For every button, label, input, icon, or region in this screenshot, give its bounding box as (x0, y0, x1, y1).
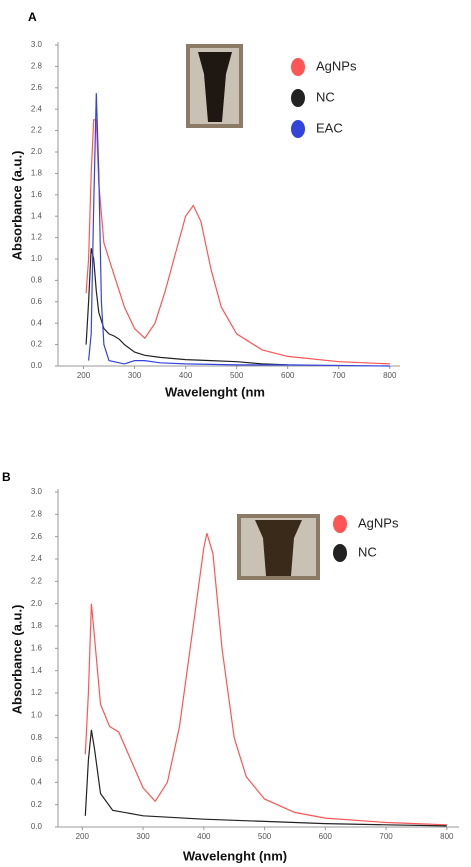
y-tick-label: 2.4 (31, 554, 43, 563)
spectrum-line (85, 248, 288, 366)
y-axis-title: Absorbance (a.u.) (9, 605, 24, 715)
y-tick-label: 2.0 (31, 147, 43, 156)
y-tick-label: 2.4 (31, 104, 43, 113)
legend-marker (291, 89, 305, 107)
x-tick-label: 700 (332, 371, 346, 380)
y-tick-label: 1.0 (31, 254, 43, 263)
spectrum-line (88, 93, 390, 367)
y-tick-label: 2.2 (31, 126, 43, 135)
y-tick-label: 0.2 (31, 800, 43, 809)
x-tick-label: 700 (379, 832, 393, 841)
y-tick-label: 0.8 (31, 276, 43, 285)
y-axis-title: Absorbance (a.u.) (9, 151, 24, 261)
y-tick-label: 2.8 (31, 509, 43, 518)
y-tick-label: 2.8 (31, 62, 43, 71)
spectrum-line (84, 533, 447, 826)
spectrum-line (85, 119, 390, 365)
x-tick-label: 500 (230, 371, 244, 380)
y-tick-label: 0.6 (31, 755, 43, 764)
y-tick-label: 3.0 (31, 40, 43, 49)
legend-label: EAC (316, 120, 343, 135)
y-tick-label: 0.6 (31, 297, 43, 306)
legend-marker (333, 515, 347, 533)
y-tick-label: 3.0 (31, 487, 43, 496)
x-tick-label: 300 (128, 371, 142, 380)
x-tick-label: 200 (77, 371, 91, 380)
x-tick-label: 300 (136, 832, 150, 841)
y-tick-label: 1.4 (31, 666, 43, 675)
y-tick-label: 0.8 (31, 733, 43, 742)
y-tick-label: 2.6 (31, 532, 43, 541)
legend-label: NC (316, 89, 335, 104)
x-tick-label: 200 (76, 832, 90, 841)
x-tick-label: 600 (281, 371, 295, 380)
x-tick-label: 800 (440, 832, 454, 841)
x-axis-title: Wavelenght (nm (165, 384, 265, 399)
legend-label: NC (358, 544, 377, 559)
y-tick-label: 1.0 (31, 710, 43, 719)
panel-label: A (28, 10, 37, 24)
y-tick-label: 1.2 (31, 233, 43, 242)
x-tick-label: 500 (258, 832, 272, 841)
x-tick-label: 800 (383, 371, 397, 380)
y-tick-label: 2.6 (31, 83, 43, 92)
y-tick-label: 1.8 (31, 169, 43, 178)
y-tick-label: 2.0 (31, 599, 43, 608)
y-tick-label: 1.6 (31, 190, 43, 199)
y-tick-label: 1.8 (31, 621, 43, 630)
x-tick-label: 400 (197, 832, 211, 841)
panel-label: B (2, 470, 11, 484)
y-tick-label: 0.0 (31, 361, 43, 370)
photo-b (237, 514, 320, 580)
x-axis-title: Wavelenght (nm) (183, 848, 287, 863)
legend-label: AgNPs (358, 515, 399, 530)
y-tick-label: 0.4 (31, 777, 43, 786)
y-tick-label: 0.0 (31, 822, 43, 831)
legend-label: AgNPs (316, 58, 357, 73)
legend-marker (333, 544, 347, 562)
photo-a (186, 44, 243, 128)
y-tick-label: 1.2 (31, 688, 43, 697)
y-tick-label: 1.6 (31, 643, 43, 652)
y-tick-label: 1.4 (31, 211, 43, 220)
y-tick-label: 0.2 (31, 340, 43, 349)
legend-marker (291, 120, 305, 138)
spectrum-line (84, 729, 447, 827)
y-tick-label: 2.2 (31, 576, 43, 585)
y-tick-label: 0.4 (31, 318, 43, 327)
x-tick-label: 400 (179, 371, 193, 380)
x-tick-label: 600 (319, 832, 333, 841)
legend-marker (291, 58, 305, 76)
